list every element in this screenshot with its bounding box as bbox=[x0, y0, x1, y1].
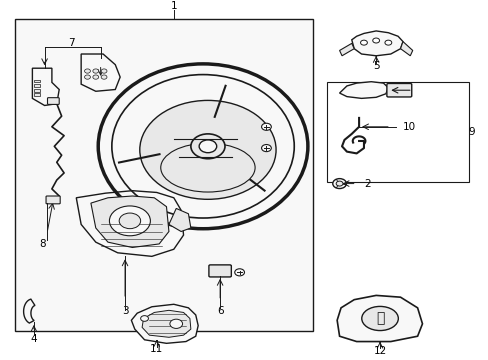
Circle shape bbox=[93, 75, 99, 79]
FancyBboxPatch shape bbox=[208, 265, 231, 277]
Circle shape bbox=[84, 69, 90, 73]
Text: 7: 7 bbox=[68, 38, 75, 48]
Text: 3: 3 bbox=[122, 306, 128, 316]
Text: 11: 11 bbox=[150, 345, 163, 354]
Polygon shape bbox=[168, 208, 190, 231]
Bar bbox=[15, 18, 312, 331]
Polygon shape bbox=[81, 54, 120, 91]
Polygon shape bbox=[339, 82, 387, 98]
Circle shape bbox=[261, 123, 271, 130]
Ellipse shape bbox=[98, 64, 307, 229]
Bar bbox=[34, 89, 40, 92]
Circle shape bbox=[109, 206, 150, 236]
Ellipse shape bbox=[161, 143, 255, 192]
Circle shape bbox=[384, 40, 391, 45]
Text: 10: 10 bbox=[402, 122, 415, 132]
Text: 8: 8 bbox=[39, 239, 45, 249]
FancyBboxPatch shape bbox=[386, 84, 411, 97]
Circle shape bbox=[372, 38, 379, 43]
Text: 2: 2 bbox=[363, 179, 370, 189]
Polygon shape bbox=[400, 42, 412, 56]
Circle shape bbox=[101, 69, 107, 73]
Ellipse shape bbox=[361, 306, 398, 330]
Text: 9: 9 bbox=[467, 127, 473, 137]
Circle shape bbox=[234, 269, 244, 276]
Text: 4: 4 bbox=[30, 334, 37, 344]
Polygon shape bbox=[91, 196, 168, 247]
Ellipse shape bbox=[140, 100, 276, 199]
Circle shape bbox=[261, 144, 271, 152]
Bar bbox=[34, 84, 40, 87]
Polygon shape bbox=[351, 31, 402, 56]
FancyBboxPatch shape bbox=[46, 196, 60, 204]
Text: ⦿: ⦿ bbox=[375, 311, 384, 325]
Bar bbox=[34, 93, 40, 96]
FancyBboxPatch shape bbox=[47, 98, 59, 104]
Text: 12: 12 bbox=[373, 346, 386, 356]
Text: 1: 1 bbox=[170, 1, 177, 11]
Circle shape bbox=[360, 40, 366, 45]
Circle shape bbox=[199, 140, 216, 153]
Circle shape bbox=[101, 75, 107, 79]
Text: 6: 6 bbox=[216, 306, 223, 316]
Circle shape bbox=[84, 75, 90, 79]
Polygon shape bbox=[32, 68, 59, 105]
Circle shape bbox=[141, 316, 148, 321]
Circle shape bbox=[119, 213, 141, 229]
Polygon shape bbox=[76, 191, 183, 256]
Text: 5: 5 bbox=[372, 62, 379, 71]
Polygon shape bbox=[131, 304, 198, 343]
Polygon shape bbox=[336, 296, 422, 342]
Bar bbox=[327, 82, 468, 182]
Polygon shape bbox=[142, 310, 190, 337]
Circle shape bbox=[335, 181, 342, 186]
Bar bbox=[34, 80, 40, 82]
Polygon shape bbox=[339, 43, 353, 56]
Circle shape bbox=[332, 179, 346, 189]
Circle shape bbox=[190, 134, 224, 159]
Circle shape bbox=[169, 319, 182, 328]
Polygon shape bbox=[23, 299, 35, 323]
Circle shape bbox=[93, 69, 99, 73]
